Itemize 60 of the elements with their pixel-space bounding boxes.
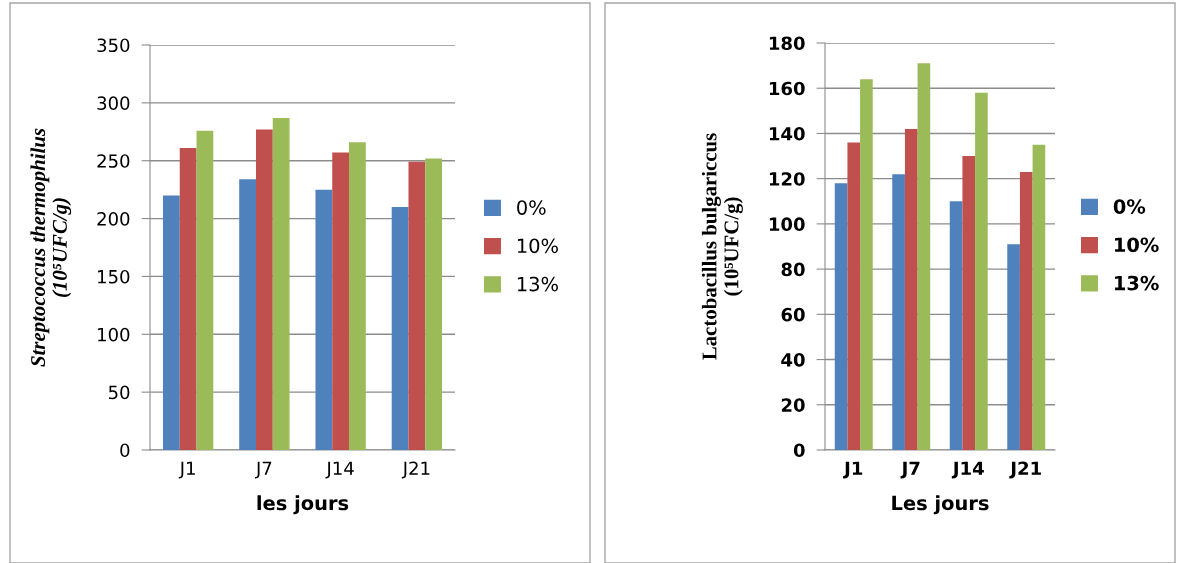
- y-tick-label: 0: [120, 443, 130, 458]
- bar: [962, 156, 976, 450]
- y-tick-label: 250: [97, 154, 130, 168]
- legend-label: 0%: [1113, 199, 1146, 214]
- bar: [332, 152, 350, 450]
- y-tick-label: 180: [769, 36, 805, 51]
- y-tick-label: 40: [781, 353, 805, 367]
- x-tick-label: J7: [255, 461, 272, 479]
- y-tick-label: 80: [781, 262, 805, 277]
- bar: [860, 79, 873, 450]
- bar: [349, 142, 366, 450]
- bar: [239, 179, 256, 450]
- bar: [408, 161, 426, 450]
- legend-label: 13%: [517, 276, 558, 292]
- bar: [949, 201, 963, 450]
- y-tick-label: 140: [769, 126, 805, 141]
- y-tick-label: 50: [108, 385, 130, 400]
- y-tick-label: 120: [769, 172, 805, 186]
- y-tick-label: 0: [793, 443, 805, 458]
- y-tick-label: 60: [781, 307, 805, 322]
- bar: [917, 63, 931, 450]
- x-tick-label: J21: [401, 461, 430, 479]
- bar: [904, 128, 918, 450]
- bar: [975, 92, 988, 450]
- bar: [391, 207, 409, 450]
- legend-label: 13%: [1115, 275, 1159, 291]
- x-tick-label: J14: [951, 461, 984, 479]
- y-tick-label: 100: [769, 217, 805, 232]
- legend-label: 0%: [517, 200, 546, 215]
- x-tick-label: J21: [1009, 461, 1041, 479]
- y-tick-label: 150: [98, 269, 130, 284]
- x-tick-label: J1: [178, 461, 195, 479]
- y-tick-label: 300: [97, 96, 130, 110]
- legend-label: 10%: [517, 238, 558, 254]
- y-tick-label: 350: [97, 38, 130, 53]
- bar: [892, 174, 905, 450]
- x-axis-title: les jours: [257, 495, 349, 515]
- bar: [425, 158, 443, 450]
- y-tick-label: 20: [781, 398, 805, 412]
- bar: [847, 142, 861, 450]
- bar: [255, 129, 273, 450]
- bar: [315, 189, 333, 450]
- legend-label: 10%: [1115, 237, 1159, 253]
- bar: [1007, 244, 1020, 450]
- bar: [1019, 171, 1033, 450]
- x-tick-label: J7: [900, 461, 920, 479]
- x-axis-title: Les jours: [892, 495, 989, 515]
- y-tick-label: 160: [769, 81, 805, 96]
- bar: [196, 130, 214, 450]
- y-tick-label: 200: [97, 212, 130, 226]
- bar: [162, 195, 180, 450]
- bar: [1032, 144, 1046, 450]
- bar: [272, 117, 290, 450]
- y-axis-title: Streptococcus thermophilus (10⁵UFC/g): [30, 128, 72, 367]
- bar: [179, 147, 197, 450]
- y-tick-label: 100: [98, 327, 130, 342]
- bar: [834, 183, 848, 450]
- y-axis-title: Lactobacillus bulgariccus (10⁵UFC/g): [701, 133, 743, 360]
- x-tick-label: J1: [843, 461, 863, 479]
- x-tick-label: J14: [325, 461, 354, 479]
